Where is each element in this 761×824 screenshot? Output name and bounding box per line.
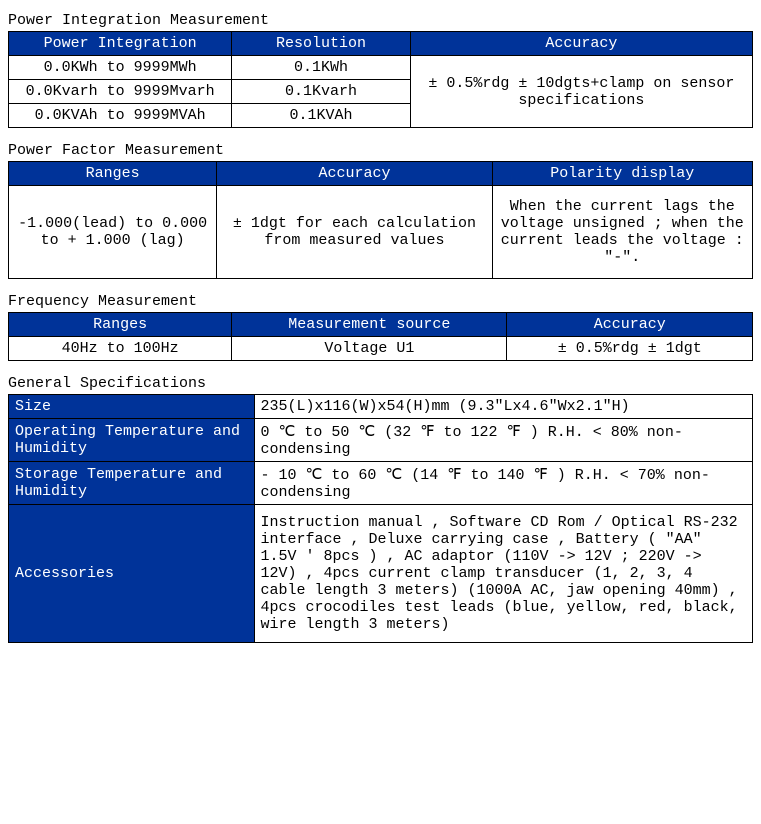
spec-label: Size: [9, 395, 255, 419]
table-row: Size 235(L)x116(W)x54(H)mm (9.3"Lx4.6"Wx…: [9, 395, 753, 419]
spec-value: Instruction manual , Software CD Rom / O…: [254, 505, 752, 643]
table-row: -1.000(lead) to 0.000 to + 1.000 (lag) ±…: [9, 186, 753, 279]
col-header: Accuracy: [217, 162, 492, 186]
col-header: Ranges: [9, 313, 232, 337]
col-header: Accuracy: [410, 32, 752, 56]
power-factor-table: Ranges Accuracy Polarity display -1.000(…: [8, 161, 753, 279]
source-cell: Voltage U1: [232, 337, 507, 361]
table-header-row: Ranges Measurement source Accuracy: [9, 313, 753, 337]
resolution-cell: 0.1KWh: [232, 56, 411, 80]
col-header: Resolution: [232, 32, 411, 56]
accuracy-cell: ± 1dgt for each calculation from measure…: [217, 186, 492, 279]
accuracy-cell: ± 0.5%rdg ± 10dgts+clamp on sensor speci…: [410, 56, 752, 128]
resolution-cell: 0.1Kvarh: [232, 80, 411, 104]
spec-value: 235(L)x116(W)x54(H)mm (9.3"Lx4.6"Wx2.1"H…: [254, 395, 752, 419]
table-header-row: Power Integration Resolution Accuracy: [9, 32, 753, 56]
range-cell: 0.0KWh to 9999MWh: [9, 56, 232, 80]
range-cell: 0.0Kvarh to 9999Mvarh: [9, 80, 232, 104]
spec-label: Accessories: [9, 505, 255, 643]
table-row: Storage Temperature and Humidity - 10 ℃ …: [9, 462, 753, 505]
table-row: Operating Temperature and Humidity 0 ℃ t…: [9, 419, 753, 462]
table-header-row: Ranges Accuracy Polarity display: [9, 162, 753, 186]
table-row: 40Hz to 100Hz Voltage U1 ± 0.5%rdg ± 1dg…: [9, 337, 753, 361]
col-header: Measurement source: [232, 313, 507, 337]
polarity-cell: When the current lags the voltage unsign…: [492, 186, 752, 279]
power-integration-table: Power Integration Resolution Accuracy 0.…: [8, 31, 753, 128]
range-cell: 0.0KVAh to 9999MVAh: [9, 104, 232, 128]
spec-label: Storage Temperature and Humidity: [9, 462, 255, 505]
table-row: Accessories Instruction manual , Softwar…: [9, 505, 753, 643]
col-header: Power Integration: [9, 32, 232, 56]
general-table: Size 235(L)x116(W)x54(H)mm (9.3"Lx4.6"Wx…: [8, 394, 753, 643]
col-header: Accuracy: [507, 313, 753, 337]
power-integration-title: Power Integration Measurement: [8, 12, 753, 29]
frequency-table: Ranges Measurement source Accuracy 40Hz …: [8, 312, 753, 361]
resolution-cell: 0.1KVAh: [232, 104, 411, 128]
accuracy-cell: ± 0.5%rdg ± 1dgt: [507, 337, 753, 361]
col-header: Polarity display: [492, 162, 752, 186]
spec-label: Operating Temperature and Humidity: [9, 419, 255, 462]
power-factor-title: Power Factor Measurement: [8, 142, 753, 159]
ranges-cell: -1.000(lead) to 0.000 to + 1.000 (lag): [9, 186, 217, 279]
general-title: General Specifications: [8, 375, 753, 392]
spec-value: 0 ℃ to 50 ℃ (32 ℉ to 122 ℉ ) R.H. < 80% …: [254, 419, 752, 462]
table-row: 0.0KWh to 9999MWh 0.1KWh ± 0.5%rdg ± 10d…: [9, 56, 753, 80]
col-header: Ranges: [9, 162, 217, 186]
ranges-cell: 40Hz to 100Hz: [9, 337, 232, 361]
spec-value: - 10 ℃ to 60 ℃ (14 ℉ to 140 ℉ ) R.H. < 7…: [254, 462, 752, 505]
frequency-title: Frequency Measurement: [8, 293, 753, 310]
